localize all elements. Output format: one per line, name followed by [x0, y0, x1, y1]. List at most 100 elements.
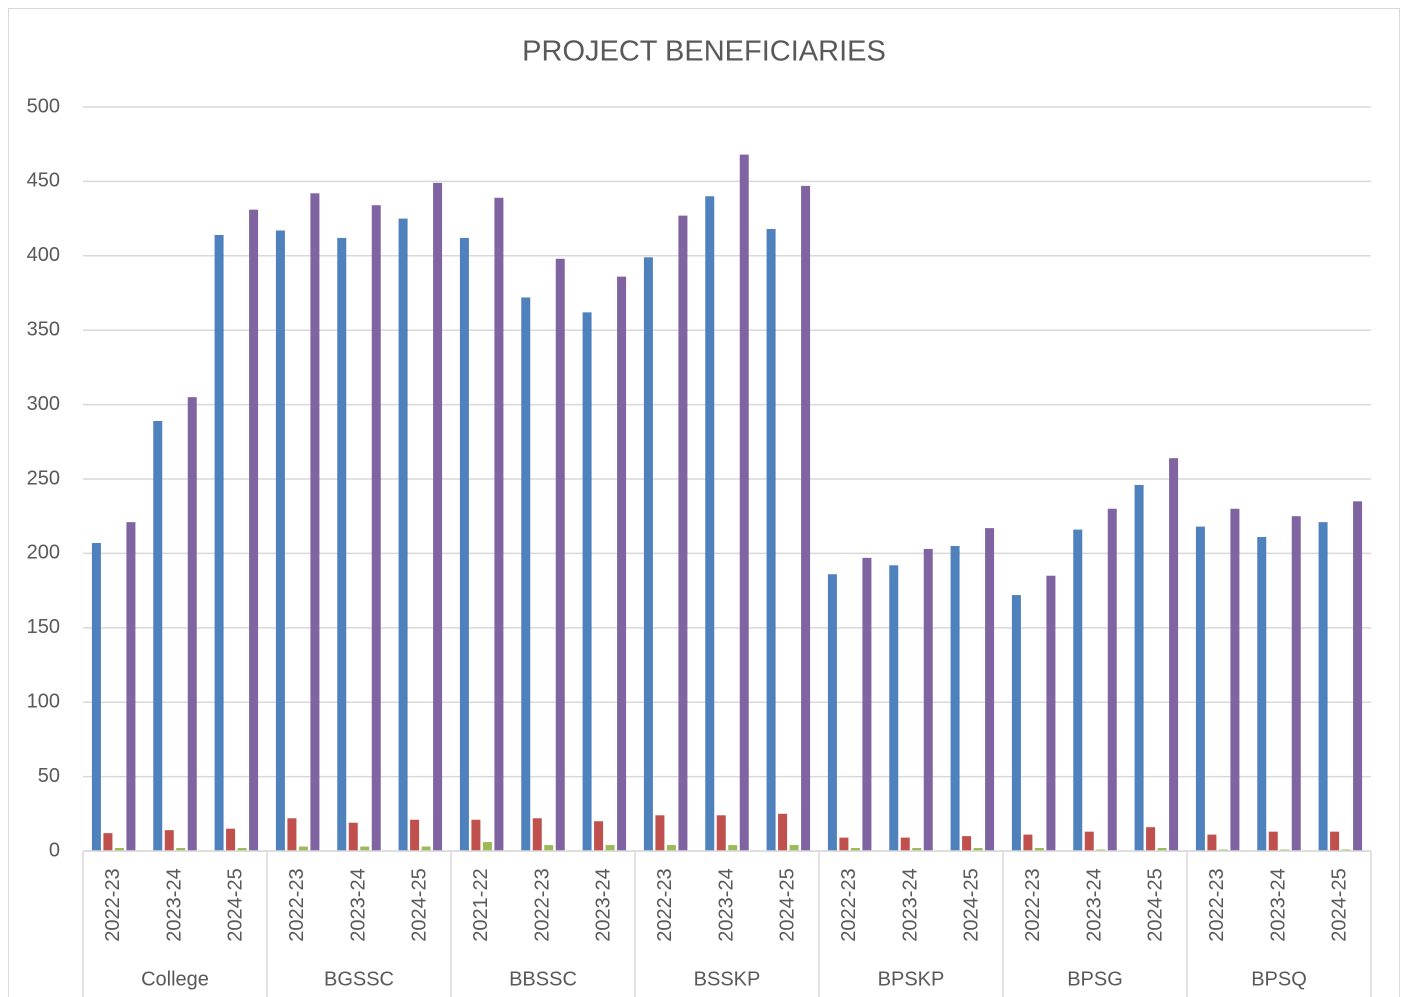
- bar: [1157, 848, 1167, 851]
- group-label: College: [141, 968, 209, 990]
- bar: [287, 818, 297, 851]
- bar: [1073, 529, 1083, 851]
- bar: [471, 819, 481, 851]
- x-tick-label: 2023-24: [899, 868, 921, 941]
- x-tick-label: 2022-23: [102, 868, 124, 941]
- bar: [1195, 526, 1205, 851]
- bar: [605, 845, 615, 851]
- y-tick-label: 0: [49, 839, 60, 861]
- group-label: BPSQ: [1251, 968, 1307, 990]
- x-tick-label: 2024-25: [1145, 868, 1167, 941]
- bar: [594, 821, 604, 851]
- bar: [360, 846, 370, 851]
- bar: [494, 197, 504, 851]
- bar: [91, 542, 101, 851]
- x-tick-label: 2022-23: [531, 868, 553, 941]
- y-tick-label: 450: [27, 170, 60, 192]
- bar: [1230, 508, 1240, 851]
- bar: [973, 848, 983, 851]
- bar: [1134, 484, 1144, 851]
- y-tick-label: 300: [27, 393, 60, 415]
- bar: [371, 205, 381, 851]
- bar: [348, 822, 358, 851]
- bar: [778, 813, 788, 851]
- bar: [298, 846, 308, 851]
- bar: [655, 815, 665, 851]
- bar: [1207, 834, 1217, 851]
- bar: [410, 819, 420, 851]
- bar: [226, 828, 236, 851]
- bar: [678, 215, 688, 851]
- chart-border: [8, 8, 1400, 997]
- bar: [839, 837, 849, 851]
- x-tick-label: 2024-25: [1329, 868, 1351, 941]
- bar: [1268, 831, 1278, 851]
- bar: [617, 276, 627, 852]
- x-tick-label: 2022-23: [838, 868, 860, 941]
- bar: [1291, 516, 1301, 851]
- bar: [214, 234, 224, 851]
- y-tick-label: 350: [27, 318, 60, 340]
- bar: [912, 848, 922, 851]
- y-tick-label: 200: [27, 542, 60, 564]
- y-tick-label: 50: [38, 765, 60, 787]
- y-tick-label: 100: [27, 690, 60, 712]
- group-label: BPSKP: [878, 968, 945, 990]
- bar: [126, 522, 136, 851]
- bar: [716, 815, 726, 851]
- bar: [827, 574, 837, 851]
- bar: [728, 845, 738, 851]
- bar: [1034, 848, 1044, 851]
- x-tick-label: 2023-24: [593, 868, 615, 941]
- bar: [521, 297, 531, 851]
- x-tick-label: 2022-23: [1022, 868, 1044, 941]
- bar: [153, 420, 163, 851]
- bar: [1318, 522, 1328, 851]
- x-tick-label: 2023-24: [1083, 868, 1105, 941]
- bar: [398, 218, 408, 852]
- bar: [1330, 831, 1340, 851]
- x-tick-label: 2023-24: [163, 868, 185, 941]
- group-label: BPSG: [1067, 968, 1123, 990]
- x-tick-label: 2023-24: [715, 868, 737, 941]
- x-tick-label: 2024-25: [225, 868, 247, 941]
- y-tick-label: 500: [27, 95, 60, 117]
- bar: [103, 833, 113, 851]
- x-tick-label: 2023-24: [1267, 868, 1289, 941]
- x-tick-label: 2022-23: [286, 868, 308, 941]
- bar: [789, 845, 799, 851]
- bar: [923, 548, 933, 851]
- x-tick-label: 2021-22: [470, 868, 492, 941]
- bar: [1146, 827, 1156, 851]
- bar: [950, 545, 960, 851]
- bar: [275, 230, 285, 851]
- x-tick-label: 2024-25: [777, 868, 799, 941]
- bar: [1257, 537, 1267, 851]
- bar: [1023, 834, 1033, 851]
- bar: [801, 185, 811, 851]
- y-tick-label: 400: [27, 244, 60, 266]
- bar: [862, 557, 872, 851]
- group-label: BGSSC: [324, 968, 394, 990]
- bar: [421, 846, 431, 851]
- bar: [1046, 575, 1056, 851]
- x-tick-label: 2022-23: [654, 868, 676, 941]
- bar: [187, 397, 197, 851]
- bar: [544, 845, 554, 851]
- bar: [850, 848, 860, 851]
- bar: [310, 193, 320, 851]
- bar: [237, 848, 247, 851]
- x-tick-label: 2023-24: [347, 868, 369, 941]
- bar: [705, 196, 715, 851]
- bar: [555, 258, 565, 851]
- bar: [532, 818, 542, 851]
- bar: [1169, 458, 1179, 851]
- bar: [459, 237, 469, 852]
- y-tick-label: 150: [27, 616, 60, 638]
- bar: [962, 836, 972, 851]
- bar: [249, 209, 259, 851]
- bar: [1353, 501, 1363, 851]
- bar: [739, 154, 749, 852]
- bar: [114, 848, 124, 851]
